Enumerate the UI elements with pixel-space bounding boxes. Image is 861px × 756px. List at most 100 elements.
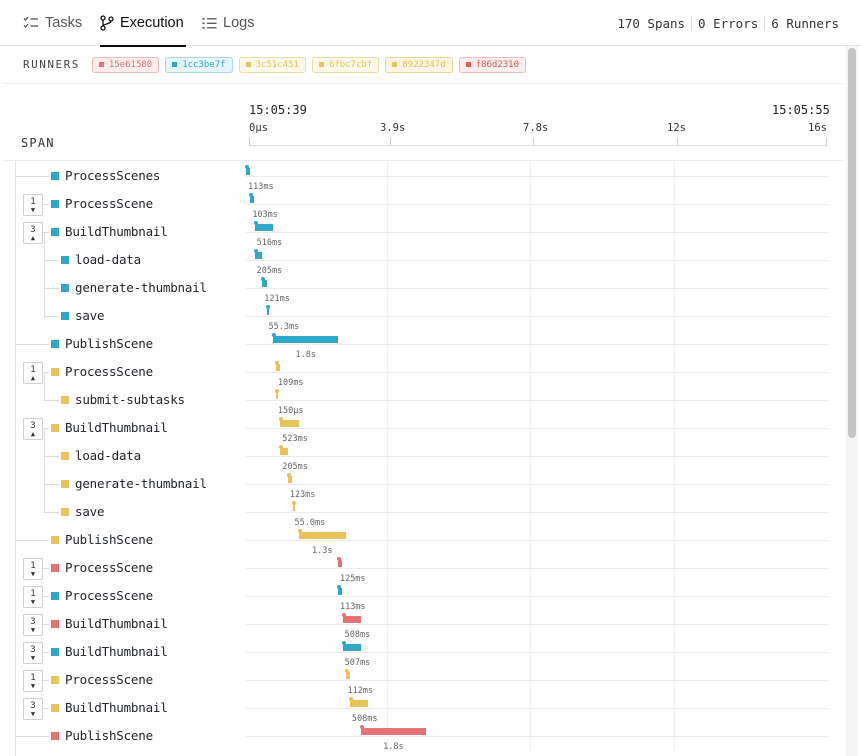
runner-chip[interactable]: 15e61580 bbox=[91, 56, 160, 73]
tab-logs[interactable]: Logs bbox=[202, 0, 254, 46]
span-duration: 103ms bbox=[252, 210, 278, 220]
span-start-marker bbox=[245, 165, 249, 169]
grid-line bbox=[387, 526, 388, 554]
span-bar[interactable] bbox=[342, 644, 361, 651]
tree-connector bbox=[44, 260, 45, 288]
collapse-toggle[interactable]: 3 ▲ bbox=[23, 418, 43, 440]
span-row[interactable]: load-data 205ms bbox=[0, 232, 845, 276]
span-row[interactable]: load-data 205ms bbox=[0, 428, 845, 472]
span-bar[interactable] bbox=[246, 168, 251, 175]
row-divider bbox=[246, 176, 829, 177]
span-bar[interactable] bbox=[266, 308, 269, 315]
span-row[interactable]: save 55.3ms bbox=[0, 288, 845, 332]
span-row[interactable]: 3 ▲ BuildThumbnail 516ms bbox=[0, 218, 845, 248]
span-bar[interactable] bbox=[337, 588, 343, 595]
runner-chip[interactable]: 3c51c451 bbox=[238, 56, 306, 73]
scrollbar-thumb[interactable] bbox=[848, 48, 856, 438]
child-count: 1 bbox=[30, 197, 36, 207]
tree-connector bbox=[43, 428, 49, 429]
runner-color-icon bbox=[51, 732, 59, 740]
span-start-marker bbox=[265, 305, 270, 309]
span-row[interactable]: 3 ▲ BuildThumbnail 523ms bbox=[0, 414, 845, 444]
collapse-toggle[interactable]: 3 ▼ bbox=[23, 642, 43, 664]
collapse-toggle[interactable]: 3 ▲ bbox=[23, 222, 43, 244]
runner-color-icon bbox=[51, 424, 59, 432]
runner-chip[interactable]: 6fbc7cbf bbox=[311, 56, 380, 73]
scrollbar[interactable] bbox=[846, 46, 858, 756]
span-start-marker bbox=[249, 193, 254, 197]
grid-line bbox=[674, 218, 675, 246]
tab-tasks[interactable]: Tasks bbox=[23, 0, 82, 46]
span-row[interactable]: 1 ▼ ProcessScene 112ms bbox=[0, 666, 845, 696]
span-bar[interactable] bbox=[273, 336, 339, 343]
collapse-toggle[interactable]: 3 ▼ bbox=[23, 614, 43, 636]
timeline-header: SPAN 15:05:39 15:05:55 0µs 3.9s 7.8s 12s 16s bbox=[3, 84, 843, 161]
span-bar[interactable] bbox=[349, 700, 369, 707]
grid-line bbox=[674, 274, 675, 302]
collapse-toggle[interactable]: 1 ▼ bbox=[23, 586, 43, 608]
runner-color-icon bbox=[51, 340, 59, 348]
span-row[interactable]: 3 ▼ BuildThumbnail 507ms bbox=[0, 638, 845, 668]
runner-chip[interactable]: 1cc3be7f bbox=[165, 56, 233, 73]
span-bar[interactable] bbox=[342, 616, 361, 623]
span-row[interactable]: PublishScene 1.8s bbox=[0, 330, 845, 360]
row-divider bbox=[246, 512, 829, 513]
runner-chip[interactable]: f86d2310 bbox=[458, 56, 527, 73]
span-row[interactable]: generate-thumbnail 121ms bbox=[0, 260, 845, 304]
span-bar[interactable] bbox=[250, 196, 255, 203]
tree-connector bbox=[16, 344, 49, 345]
grid-line bbox=[674, 330, 675, 358]
span-name: load-data bbox=[75, 448, 141, 463]
span-duration: 112ms bbox=[347, 686, 374, 696]
end-time: 15:05:55 bbox=[772, 103, 830, 117]
span-bar[interactable] bbox=[299, 532, 346, 539]
collapse-toggle[interactable]: 3 ▼ bbox=[23, 698, 43, 720]
span-row[interactable]: PublishScene 1.3s bbox=[0, 526, 845, 556]
span-bar[interactable] bbox=[292, 504, 295, 511]
span-duration: 123ms bbox=[289, 490, 316, 500]
span-name: ProcessScenes bbox=[65, 168, 161, 183]
span-bar[interactable] bbox=[361, 728, 426, 735]
tick-label: 16s bbox=[808, 122, 827, 134]
span-bar[interactable] bbox=[262, 280, 267, 287]
span-start-marker bbox=[279, 417, 284, 421]
span-bar[interactable] bbox=[275, 392, 278, 399]
grid-line bbox=[387, 246, 388, 274]
span-row[interactable]: 1 ▼ ProcessScene 125ms bbox=[0, 554, 845, 584]
span-bar[interactable] bbox=[287, 476, 293, 483]
span-bar[interactable] bbox=[275, 364, 280, 371]
span-duration: 516ms bbox=[256, 238, 283, 248]
span-start-marker bbox=[344, 669, 349, 673]
span-bar[interactable] bbox=[280, 448, 288, 455]
collapse-toggle[interactable]: 1 ▼ bbox=[23, 194, 43, 216]
span-row[interactable]: 3 ▼ BuildThumbnail 508ms bbox=[0, 610, 845, 640]
span-bar[interactable] bbox=[254, 224, 274, 231]
tab-execution[interactable]: Execution bbox=[100, 0, 186, 47]
tree-connector bbox=[44, 484, 59, 485]
span-row[interactable]: PublishScene 1.8s bbox=[0, 722, 845, 752]
collapse-toggle[interactable]: 1 ▼ bbox=[23, 670, 43, 692]
runner-color-icon bbox=[61, 284, 69, 292]
tree-connector bbox=[44, 400, 59, 401]
span-bar[interactable] bbox=[345, 672, 350, 679]
span-row[interactable]: 1 ▼ ProcessScene 113ms bbox=[0, 582, 845, 612]
span-bar[interactable] bbox=[280, 420, 300, 427]
span-row[interactable]: 1 ▲ ProcessScene 109ms bbox=[0, 358, 845, 388]
collapse-toggle[interactable]: 1 ▲ bbox=[23, 362, 43, 384]
grid-line bbox=[530, 358, 531, 386]
collapse-toggle[interactable]: 1 ▼ bbox=[23, 558, 43, 580]
caret-down-icon: ▼ bbox=[30, 710, 36, 718]
span-row[interactable]: ProcessScenes 113ms bbox=[0, 162, 845, 192]
span-row[interactable]: submit-subtasks 150µs bbox=[0, 372, 845, 416]
span-row[interactable]: save 55.0ms bbox=[0, 484, 845, 528]
span-row[interactable]: 3 ▼ BuildThumbnail 508ms bbox=[0, 694, 845, 724]
span-bar[interactable] bbox=[254, 252, 263, 259]
runner-chip[interactable]: 8922347d bbox=[385, 56, 453, 73]
span-bar[interactable] bbox=[337, 560, 343, 567]
span-row[interactable]: generate-thumbnail 123ms bbox=[0, 456, 845, 500]
span-row[interactable]: 1 ▼ ProcessScene 103ms bbox=[0, 190, 845, 220]
tick-mark bbox=[390, 138, 391, 146]
grid-line bbox=[674, 610, 675, 638]
grid-line bbox=[674, 554, 675, 582]
tree-connector bbox=[43, 596, 49, 597]
